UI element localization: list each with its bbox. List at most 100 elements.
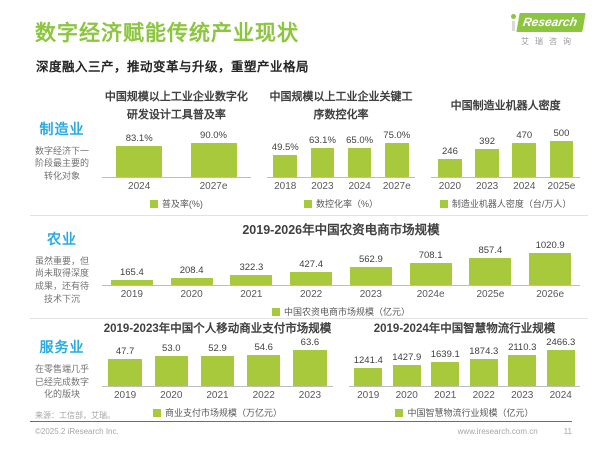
chart-smart-logistics: 2019-2024年中国智慧物流行业规模 1241.4 1427.9 1639.1 18… [341, 319, 588, 419]
sector-description: 虽然重要，但尚未取得深度成果，还有待技术下沉 [34, 255, 89, 304]
bar-column: 2110.3 [503, 342, 542, 386]
legend-swatch-icon [304, 199, 312, 208]
x-axis-labels: 2020 2023 2024 2025e [431, 181, 580, 192]
chart-plot: 165.4 208.4 322.3 427.4 562.9 708.1 857.4 1020.… [102, 240, 580, 286]
chart-title: 2019-2024年中国智慧物流行业规模 [373, 323, 556, 335]
bar-column: 52.9 [194, 343, 240, 386]
chart-legend: 制造业机器人密度（台/万人） [423, 197, 588, 210]
agriculture-charts: 2019-2026年中国农资电商市场规模 165.4 208.4 322.3 427.4… [94, 216, 588, 318]
bar-value-label: 2466.3 [546, 337, 576, 348]
bar-value-label: 65.0% [346, 134, 374, 146]
x-axis-labels: 2019 2020 2021 2022 2023 [102, 390, 333, 401]
bar-column: 1241.4 [349, 355, 388, 386]
source-note: 来源：工信部，艾瑞。 [35, 411, 115, 420]
x-axis-tick-label: 2018 [274, 181, 297, 192]
legend-label: 商业支付市场规模（万亿元） [164, 408, 282, 418]
chart-plot: 1241.4 1427.9 1639.1 1874.3 2110.3 2466.3 [349, 337, 580, 387]
bar-value-label: 562.9 [358, 254, 383, 266]
footer-divider [30, 421, 572, 422]
x-axis-tick-label: 2027e [199, 181, 228, 192]
logo-brand-text: Research [516, 13, 586, 32]
x-axis-tick-label: 2020 [395, 390, 418, 401]
chart-cnc-rate: 中国规模以上工业企业关键工序数控化率 49.5% 63.1% 65.0% 75.0% 20… [259, 86, 424, 215]
bar [230, 274, 273, 285]
chart-robot-density: 中国制造业机器人密度 246 392 470 500 2020 2023 2024 2025e 制… [423, 86, 588, 215]
footer: 来源：工信部，艾瑞。 ©2025.2 iResearch Inc. www.ir… [30, 411, 588, 449]
bar-value-label: 2110.3 [508, 342, 537, 354]
sector-manufacturing: 制造业 数字经济下一阶段最主要的转化对象 [30, 86, 94, 215]
x-axis-tick-label: 2027e [382, 181, 411, 192]
bar-value-label: 165.4 [119, 266, 144, 278]
bar-column: 54.6 [241, 342, 287, 386]
chart-legend: 普及率(%) [94, 197, 259, 210]
sector-label: 服务业 [39, 339, 85, 356]
chart-agri-ecommerce: 2019-2026年中国农资电商市场规模 165.4 208.4 322.3 427.4… [94, 216, 588, 318]
bar [508, 355, 537, 386]
bar-value-label: 246 [442, 146, 458, 158]
chart-title: 中国规模以上工业企业关键工序数控化率 [269, 91, 413, 121]
chart-legend: 中国智慧物流行业规模（亿元） [341, 406, 588, 419]
bar [438, 159, 462, 177]
bar-value-label: 63.6 [300, 337, 320, 348]
sector-description: 在零售端几乎已经完成数字化的版块 [34, 364, 89, 400]
bar-column: 208.4 [162, 265, 222, 285]
bar-column: 47.7 [102, 346, 148, 386]
chart-tool-penetration: 中国规模以上工业企业数字化研发设计工具普及率 83.1% 90.0% 2024 2027… [94, 86, 259, 215]
bar-value-label: 392 [479, 135, 496, 147]
legend-label: 普及率(%) [161, 199, 203, 209]
bar-value-label: 75.0% [383, 130, 411, 141]
bar [190, 143, 237, 177]
bar [200, 356, 235, 386]
footer-right: www.iresearch.com.cn 11 [458, 427, 572, 436]
chart-legend: 数控化率（%） [259, 197, 424, 210]
legend-label: 制造业机器人密度（台/万人） [451, 199, 572, 209]
x-axis-labels: 2018 2023 2024 2027e [267, 181, 416, 192]
bar [549, 141, 574, 177]
bar-column: 1427.9 [388, 352, 427, 386]
x-axis-tick-label: 2019 [357, 390, 380, 401]
sector-services: 服务业 在零售端几乎已经完成数字化的版块 [30, 319, 94, 419]
bar-column: 75.0% [378, 130, 415, 177]
row-agriculture: 农业 虽然重要，但尚未取得深度成果，还有待技术下沉 2019-2026年中国农资… [30, 215, 588, 318]
bar-column: 65.0% [341, 135, 378, 177]
x-axis-tick-label: 2019 [113, 390, 137, 401]
bar-column: 53.0 [148, 343, 194, 386]
x-axis-tick-label: 2025e [476, 289, 505, 300]
bar-column: 322.3 [222, 262, 282, 285]
bar [469, 358, 498, 386]
legend-swatch-icon [395, 408, 404, 417]
logo-wordmark: Research [510, 13, 586, 32]
chart-plot: 246 392 470 500 [431, 128, 581, 178]
x-axis-tick-label: 2021 [206, 390, 229, 401]
x-axis-tick-label: 2022 [300, 289, 323, 300]
bar-value-label: 470 [516, 130, 533, 142]
bar-column: 857.4 [461, 245, 521, 285]
bar-column: 165.4 [102, 267, 162, 285]
sector-description: 数字经济下一阶段最主要的转化对象 [34, 145, 89, 181]
chart-plot: 47.7 53.0 52.9 54.6 63.6 [102, 337, 333, 387]
x-axis-tick-label: 2023 [359, 289, 382, 300]
bar [110, 279, 153, 285]
bar-column: 63.6 [287, 337, 333, 386]
bar [273, 154, 298, 177]
bar-value-label: 1241.4 [353, 354, 383, 366]
main-content: 制造业 数字经济下一阶段最主要的转化对象 中国规模以上工业企业数字化研发设计工具… [30, 86, 588, 419]
x-axis-tick-label: 2019 [120, 289, 143, 300]
manufacturing-charts: 中国规模以上工业企业数字化研发设计工具普及率 83.1% 90.0% 2024 2027… [94, 86, 588, 215]
bar [170, 278, 213, 285]
bar [354, 367, 383, 386]
bar-value-label: 427.4 [299, 258, 324, 270]
bar [529, 253, 572, 285]
bar-column: 1874.3 [465, 346, 504, 386]
iresearch-logo: Research 艾瑞咨询 [510, 13, 586, 47]
x-axis-tick-label: 2020 [180, 289, 203, 300]
x-axis-tick-label: 2023 [511, 390, 534, 401]
bar-value-label: 83.1% [125, 132, 153, 144]
bar [116, 145, 163, 177]
chart-plot: 83.1% 90.0% [102, 128, 251, 178]
bar-column: 83.1% [102, 133, 176, 177]
bar-column: 470 [506, 130, 543, 177]
x-axis-tick-label: 2020 [438, 181, 462, 192]
bar [512, 143, 537, 177]
